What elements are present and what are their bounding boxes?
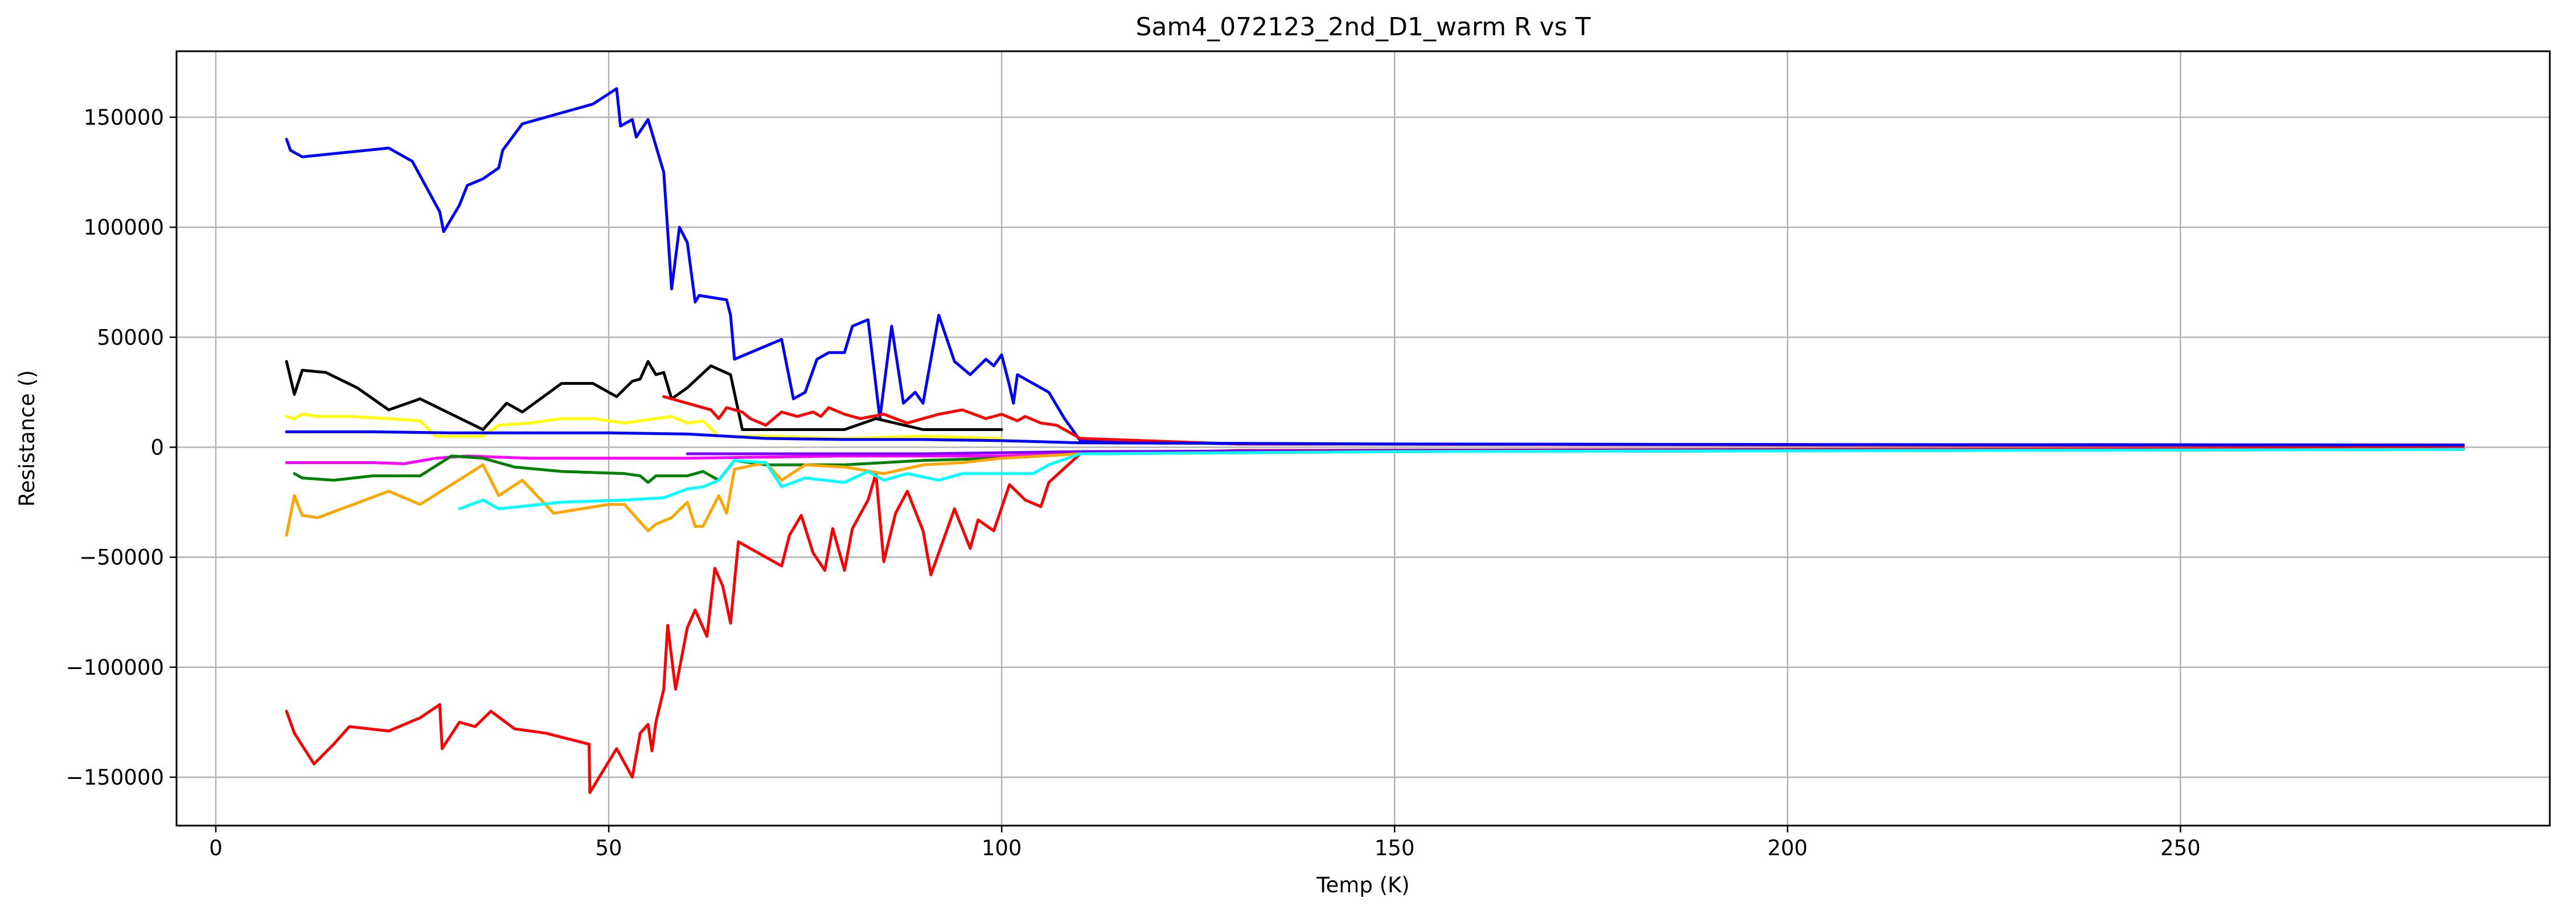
x-tick-label: 250 xyxy=(2160,836,2201,860)
series-line-6 xyxy=(285,430,2465,447)
y-tick-label: 50000 xyxy=(97,325,164,350)
y-tick-label: 150000 xyxy=(84,105,164,130)
series-line-3 xyxy=(662,395,2465,448)
y-axis-label: Resistance () xyxy=(15,370,39,507)
y-tick-label: 0 xyxy=(150,435,164,459)
y-tick-label: −50000 xyxy=(79,545,164,570)
y-tick-label: −150000 xyxy=(66,765,164,790)
series-lines xyxy=(285,87,2465,794)
x-tick-label: 50 xyxy=(596,836,622,860)
x-tick-label: 200 xyxy=(1767,836,1808,860)
plot-area xyxy=(285,87,2465,794)
series-line-1 xyxy=(285,87,2465,447)
y-tick-label: 100000 xyxy=(84,215,164,240)
series-line-9 xyxy=(293,448,2465,484)
gridlines xyxy=(177,51,2550,826)
chart-title: Sam4_072123_2nd_D1_warm R vs T xyxy=(1136,13,1591,42)
x-axis-ticks: 0 50 100 150 200 250 xyxy=(209,826,2201,860)
x-tick-label: 150 xyxy=(1375,836,1415,860)
series-line-10 xyxy=(285,448,2465,537)
y-axis-ticks: −150000 −100000 −50000 0 50000 100000 150000 xyxy=(66,105,177,790)
y-tick-label: −100000 xyxy=(66,655,164,680)
x-tick-label: 100 xyxy=(982,836,1022,860)
x-axis-label: Temp (K) xyxy=(1316,873,1410,897)
x-tick-label: 0 xyxy=(209,836,223,860)
plot-frame xyxy=(175,50,2551,827)
series-line-2 xyxy=(285,360,1003,431)
series-line-11 xyxy=(458,448,2465,511)
series-line-4 xyxy=(285,446,2465,794)
